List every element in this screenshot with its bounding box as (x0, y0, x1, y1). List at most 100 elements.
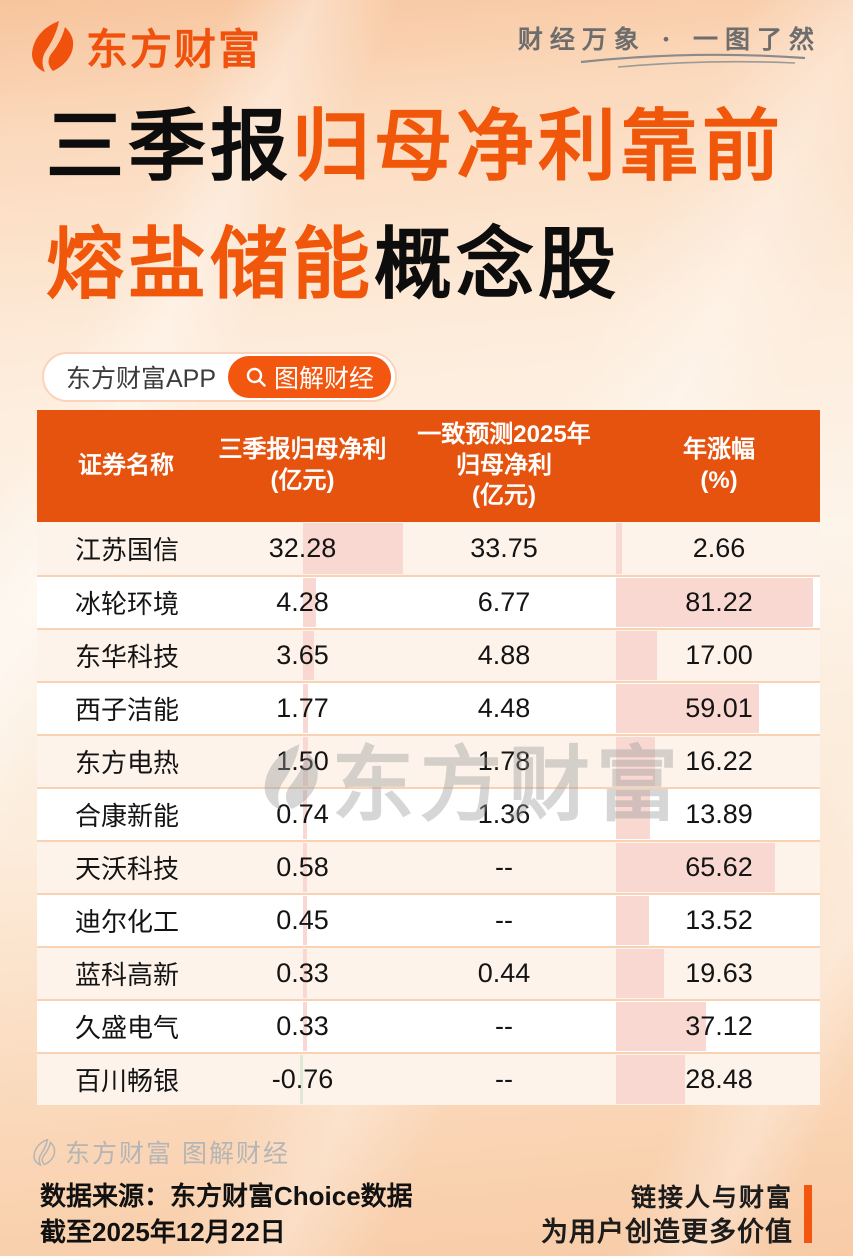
q3-bar (303, 790, 307, 839)
q3-profit: 0.33 (276, 958, 329, 988)
forecast-profit: -- (495, 852, 513, 882)
forecast-profit: -- (495, 905, 513, 935)
forecast-profit: 33.75 (470, 533, 538, 563)
data-source-line1: 数据来源：东方财富Choice数据 (40, 1181, 413, 1211)
q3-bar (303, 949, 307, 998)
stock-name: 冰轮环境 (75, 589, 180, 619)
footer-watermark: 东方财富 图解财经 (33, 1134, 290, 1170)
change-bar (616, 843, 776, 892)
table-header-row: 证券名称 三季报归母净利 (亿元) 一致预测2025年 归母净利 (亿元) 年涨… (37, 410, 820, 522)
q3-profit: 0.45 (276, 905, 329, 935)
table-row: 久盛电气 0.33 -- 37.12 (37, 999, 820, 1052)
q3-bar (303, 578, 317, 627)
change-bar (616, 523, 623, 574)
table-row: 江苏国信 32.28 33.75 2.66 (37, 522, 820, 575)
tagline-line2: 为用户创造更多价值 (541, 1217, 793, 1247)
column-header-name: 证券名称 (78, 451, 174, 479)
stock-name: 迪尔化工 (75, 907, 180, 937)
column-header-q3-profit: 三季报归母净利 (亿元) (218, 436, 387, 494)
year-change: 16.22 (685, 746, 753, 776)
footer-tagline: 链接人与财富 为用户创造更多价值 (541, 1182, 793, 1250)
change-bar (616, 737, 656, 786)
search-icon (246, 367, 266, 387)
table-row: 百川畅银 -0.76 -- 28.48 (37, 1052, 820, 1105)
stock-name: 东华科技 (75, 642, 180, 672)
change-bar (616, 684, 760, 733)
change-bar (616, 1002, 707, 1051)
year-change: 28.48 (685, 1064, 753, 1094)
q3-bar (303, 631, 315, 680)
stock-name: 东方电热 (75, 748, 180, 778)
year-change: 65.62 (685, 852, 753, 882)
table-row: 西子洁能 1.77 4.48 59.01 (37, 681, 820, 734)
stock-name: 百川畅银 (75, 1066, 180, 1096)
forecast-profit: 6.77 (477, 587, 531, 617)
title-line1-orange: 归母净利靠前 (292, 102, 785, 190)
tagline-line1: 链接人与财富 (630, 1184, 793, 1212)
title-line-2: 熔盐储能概念股 (46, 216, 784, 312)
stock-name: 蓝科高新 (75, 960, 180, 990)
forecast-profit: 1.36 (477, 799, 531, 829)
forecast-profit: 1.78 (477, 746, 531, 776)
year-change: 81.22 (685, 587, 753, 617)
q3-profit: -0.76 (271, 1064, 334, 1094)
column-header-year-change: 年涨幅 (%) (683, 436, 755, 494)
q3-profit: 32.28 (268, 533, 337, 563)
app-search-bar[interactable]: 东方财富APP 图解财经 (42, 352, 398, 402)
table-row: 迪尔化工 0.45 -- 13.52 (37, 893, 820, 946)
table-row: 冰轮环境 4.28 6.77 81.22 (37, 575, 820, 628)
q3-profit: 0.58 (276, 852, 329, 882)
q3-bar (303, 684, 309, 733)
title-line-1: 三季报归母净利靠前 (46, 98, 784, 194)
q3-bar (303, 1002, 307, 1051)
tujie-caijing-button[interactable]: 图解财经 (228, 356, 392, 398)
data-source-line2: 截至2025年12月22日 (40, 1217, 286, 1247)
table-row: 天沃科技 0.58 -- 65.62 (37, 840, 820, 893)
footer-watermark-logo-icon (33, 1138, 56, 1166)
data-source: 数据来源：东方财富Choice数据 截至2025年12月22日 (40, 1178, 413, 1250)
q3-profit: 0.74 (276, 799, 329, 829)
forecast-profit: -- (495, 1064, 513, 1094)
change-bar (616, 578, 814, 627)
forecast-profit: 4.48 (477, 693, 531, 723)
q3-profit: 1.77 (276, 693, 329, 723)
q3-bar (303, 737, 308, 786)
title-line2-orange: 熔盐储能 (46, 220, 375, 308)
year-change: 2.66 (692, 533, 746, 563)
title-line2-black: 概念股 (374, 220, 621, 308)
change-bar (616, 790, 650, 839)
q3-bar (300, 1055, 303, 1104)
change-bar (616, 896, 649, 945)
table-body: 江苏国信 32.28 33.75 2.66 冰轮环境 4.28 6.77 81.… (37, 522, 820, 1105)
table-row: 东方电热 1.50 1.78 16.22 (37, 734, 820, 787)
title-line1-black: 三季报 (46, 102, 293, 190)
forecast-profit: -- (495, 1011, 513, 1041)
forecast-profit: 4.88 (477, 640, 531, 670)
table-row: 蓝科高新 0.33 0.44 19.63 (37, 946, 820, 999)
q3-bar (303, 523, 404, 574)
q3-profit: 4.28 (276, 587, 329, 617)
slogan-swoosh-icon (580, 53, 806, 68)
slogan-text: 财经万象 · 一图了然 (517, 25, 821, 54)
year-change: 13.89 (685, 799, 753, 829)
year-change: 19.63 (685, 958, 753, 988)
brand-logo: 东方财富 (30, 16, 262, 77)
forecast-profit: 0.44 (477, 958, 531, 988)
q3-bar (303, 896, 307, 945)
q3-profit: 3.65 (276, 640, 329, 670)
stock-name: 江苏国信 (75, 535, 180, 565)
stock-name: 合康新能 (75, 801, 180, 831)
stock-table: 证券名称 三季报归母净利 (亿元) 一致预测2025年 归母净利 (亿元) 年涨… (37, 410, 820, 1105)
tagline-accent-bar (804, 1185, 812, 1243)
footer-watermark-text: 东方财富 图解财经 (65, 1140, 290, 1168)
year-change: 13.52 (685, 905, 753, 935)
q3-bar (303, 843, 307, 892)
column-header-forecast-profit: 一致预测2025年 归母净利 (亿元) (417, 420, 591, 510)
table-row: 东华科技 3.65 4.88 17.00 (37, 628, 820, 681)
change-bar (616, 949, 664, 998)
q3-profit: 0.33 (276, 1011, 329, 1041)
brand-name: 东方财富 (86, 26, 263, 73)
change-bar (616, 1055, 686, 1104)
app-label: 东方财富APP (66, 365, 217, 393)
eastmoney-flame-icon (32, 20, 74, 72)
